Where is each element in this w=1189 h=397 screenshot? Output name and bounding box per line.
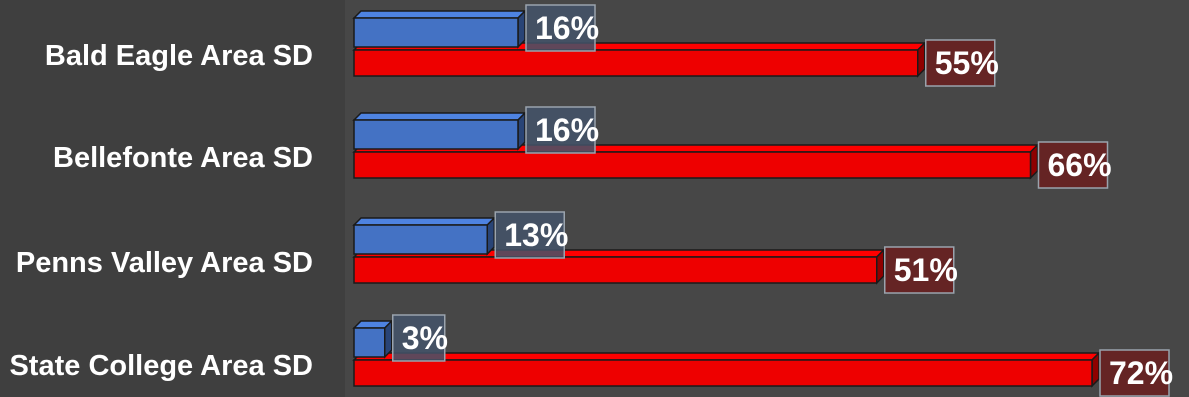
data-label-blue: 3% bbox=[392, 314, 448, 362]
category-label: Bellefonte Area SD bbox=[53, 142, 313, 174]
data-label-red: 72% bbox=[1099, 349, 1173, 397]
data-label-blue-text: 3% bbox=[402, 320, 448, 356]
bar-red-front bbox=[353, 151, 1032, 179]
bar-red-side bbox=[917, 41, 926, 78]
category-label: State College Area SD bbox=[9, 350, 313, 382]
bar-blue-top bbox=[352, 112, 527, 121]
data-label-blue-box bbox=[392, 314, 446, 362]
bar-red bbox=[352, 41, 927, 78]
data-label-red-box bbox=[1099, 349, 1170, 397]
data-label-blue-text: 16% bbox=[535, 10, 599, 46]
bar-blue-side bbox=[517, 9, 526, 49]
bar-blue bbox=[352, 216, 497, 256]
data-label-blue-box bbox=[494, 211, 565, 259]
data-label-blue-text: 16% bbox=[535, 112, 599, 148]
bar-blue-front bbox=[353, 327, 386, 358]
data-label-red-box bbox=[925, 39, 996, 87]
data-label-red-box bbox=[1037, 141, 1109, 189]
bar-red-side bbox=[1091, 351, 1100, 388]
bar-red bbox=[352, 248, 886, 285]
bar-blue-side bbox=[486, 216, 495, 256]
data-label-red-box bbox=[884, 246, 955, 294]
bar-blue-front bbox=[353, 17, 519, 48]
bar-blue-side bbox=[384, 319, 393, 359]
data-label-red: 55% bbox=[925, 39, 999, 87]
data-label-red: 51% bbox=[884, 246, 958, 294]
bar-red bbox=[352, 143, 1040, 180]
data-label-red-text: 55% bbox=[935, 45, 999, 81]
bar-blue-front bbox=[353, 119, 519, 150]
bar-blue bbox=[352, 9, 527, 49]
labels-layer: Bald Eagle Area SD 16% 55% Bellefonte Area … bbox=[9, 4, 1173, 397]
bar-blue-top bbox=[352, 10, 527, 19]
category-label: Bald Eagle Area SD bbox=[45, 40, 313, 72]
data-label-red-text: 51% bbox=[894, 252, 958, 288]
data-label-red-text: 72% bbox=[1109, 355, 1173, 391]
bars-layer bbox=[352, 9, 1101, 388]
bar-blue bbox=[352, 111, 527, 151]
bar-red-front bbox=[353, 49, 919, 77]
bar-red-top bbox=[352, 352, 1101, 361]
data-label-blue: 16% bbox=[525, 4, 599, 52]
data-label-blue: 13% bbox=[494, 211, 568, 259]
data-label-blue-text: 13% bbox=[504, 217, 568, 253]
bar-blue-side bbox=[517, 111, 526, 151]
data-label-blue-box bbox=[525, 4, 596, 52]
bar-blue-front bbox=[353, 224, 488, 255]
bar-red-side bbox=[876, 248, 885, 285]
data-label-red: 66% bbox=[1037, 141, 1112, 189]
bar-red-front bbox=[353, 256, 878, 284]
bar-blue bbox=[352, 319, 394, 359]
bar-red bbox=[352, 351, 1101, 388]
bar-blue-top bbox=[352, 217, 497, 226]
data-label-red-text: 66% bbox=[1048, 147, 1112, 183]
data-label-blue-box bbox=[525, 106, 596, 154]
bar-red-side bbox=[1029, 143, 1039, 180]
data-label-blue: 16% bbox=[525, 106, 599, 154]
bar-red-front bbox=[353, 359, 1093, 387]
category-label: Penns Valley Area SD bbox=[16, 247, 313, 279]
